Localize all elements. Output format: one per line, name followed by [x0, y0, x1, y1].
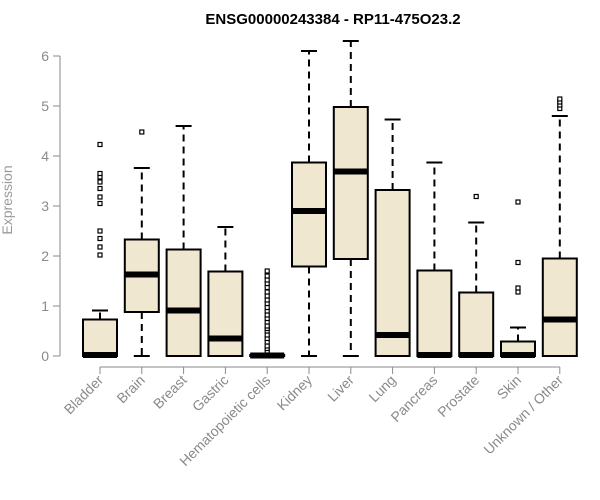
outlier-point — [264, 343, 270, 349]
y-tick-label: 1 — [41, 298, 49, 314]
box-gastric — [207, 270, 244, 357]
outlier-point — [264, 293, 270, 299]
x-tick-label: Brain — [113, 372, 147, 406]
y-tick-label: 0 — [41, 348, 49, 364]
outlier-point — [97, 200, 103, 207]
x-tick-label: Liver — [324, 372, 357, 405]
y-tick-label: 3 — [41, 198, 49, 214]
box-breast — [165, 248, 202, 357]
outlier-point — [139, 129, 145, 135]
outlier-point — [97, 179, 103, 185]
outlier-point — [264, 304, 270, 311]
outlier-point — [515, 285, 521, 291]
y-tick-label: 5 — [41, 98, 49, 114]
box-prostate — [458, 291, 495, 357]
y-tick-label: 6 — [41, 48, 49, 64]
outlier-point — [557, 96, 563, 102]
box-pancreas — [416, 269, 453, 357]
outlier-point — [264, 323, 270, 329]
outlier-point — [515, 199, 521, 205]
x-tick-label: Bladder — [61, 372, 107, 418]
x-tick-label: Lung — [365, 372, 398, 405]
x-tick-label: Skin — [494, 372, 525, 403]
box-kidney — [291, 161, 327, 268]
y-axis-label: Expression — [0, 165, 15, 234]
outlier-point — [97, 185, 103, 192]
y-tick-label: 4 — [41, 148, 49, 164]
box-lung — [374, 189, 411, 357]
box-unknown-other — [541, 257, 578, 357]
box-bladder — [82, 318, 118, 357]
outlier-point — [264, 284, 270, 291]
x-tick-label: Unknown / Other — [480, 372, 566, 458]
outlier-point — [515, 259, 521, 266]
outlier-point — [97, 194, 103, 200]
outlier-point — [264, 268, 270, 274]
outlier-point — [264, 312, 270, 318]
outlier-point — [264, 273, 270, 279]
outlier-point — [264, 332, 270, 338]
y-tick-label: 2 — [41, 248, 49, 264]
outlier-point — [264, 297, 270, 303]
outlier-point — [97, 170, 103, 177]
outlier-point — [264, 277, 270, 283]
outlier-point — [97, 244, 103, 250]
outlier-point — [97, 228, 103, 234]
outlier-point — [97, 141, 103, 148]
outlier-point — [473, 193, 479, 200]
box-liver — [332, 106, 369, 260]
outlier-point — [264, 289, 270, 295]
outlier-point — [97, 252, 103, 258]
x-tick-label: Kidney — [274, 372, 316, 414]
x-tick-label: Prostate — [434, 372, 482, 420]
outlier-point — [97, 235, 103, 242]
chart-title: ENSG00000243384 - RP11-475O23.2 — [205, 11, 460, 28]
x-tick-label: Breast — [150, 372, 190, 412]
outlier-point — [515, 289, 521, 295]
